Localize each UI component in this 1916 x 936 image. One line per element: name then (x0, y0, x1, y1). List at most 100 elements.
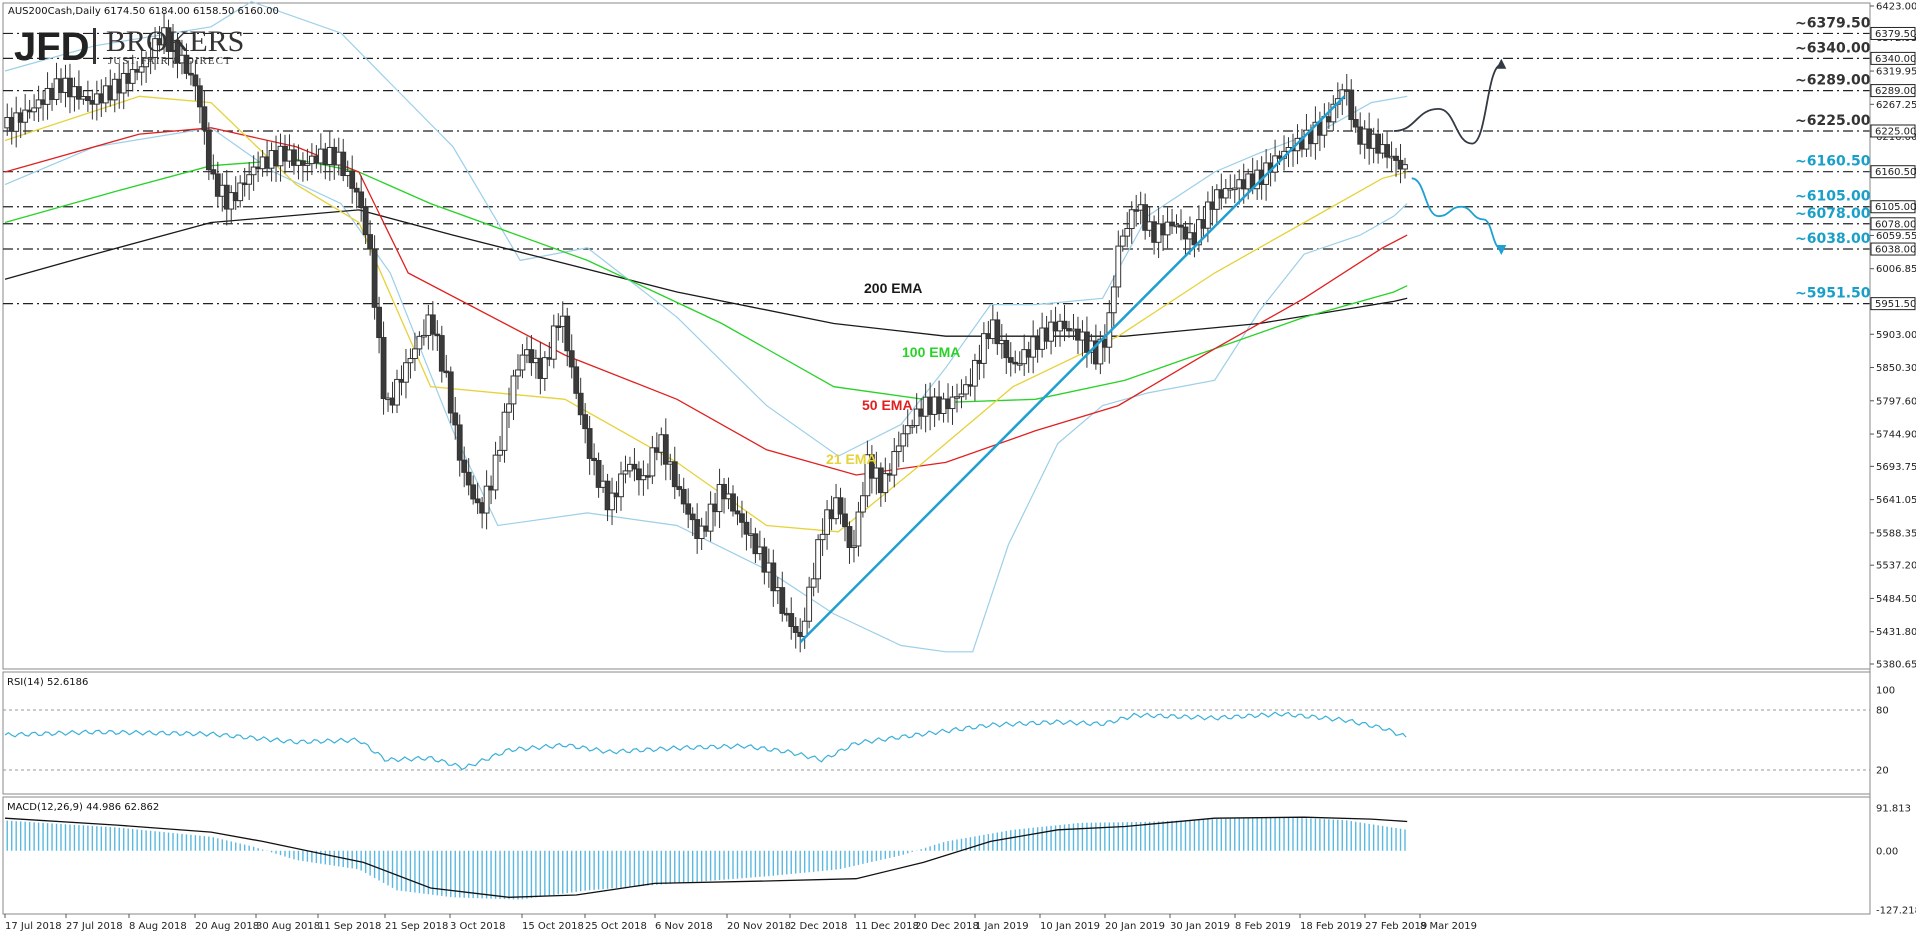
candle-body (196, 85, 203, 108)
candle-body (358, 191, 365, 209)
candle-body (497, 449, 503, 456)
level-price-tag: 6379.50 (1875, 29, 1916, 40)
date-tick-label: 27 Feb 2019 (1365, 921, 1427, 932)
ema100-label: 100 EMA (902, 344, 960, 360)
candle-body (868, 454, 875, 479)
price-tick-label: 6216.00 (1876, 132, 1916, 143)
candle-body (1375, 133, 1382, 154)
level-price-tag-box (1870, 84, 1916, 98)
date-tick-label: 3 Oct 2018 (450, 921, 505, 932)
level-price-tag: 6078.00 (1875, 219, 1916, 230)
candle-body (183, 54, 190, 74)
candle-body (250, 166, 257, 176)
candle-body (698, 525, 705, 539)
candle-body (649, 447, 656, 477)
candle-body (824, 509, 830, 535)
main-chart-panel[interactable] (2, 2, 1871, 670)
candle-body (644, 475, 651, 478)
candle-body (371, 248, 378, 308)
price-tick-label: 5744.90 (1876, 430, 1916, 441)
candle-body (1124, 228, 1131, 237)
candle-body (407, 358, 414, 364)
level-label-3: ~6225.00 (1795, 113, 1871, 129)
candle-body (340, 151, 347, 177)
date-tick-label: 21 Sep 2018 (385, 921, 448, 932)
symbol-info: AUS200Cash,Daily 6174.50 6184.00 6158.50… (8, 6, 279, 17)
level-price-tag-box (1870, 217, 1916, 231)
candle-body (851, 545, 857, 548)
candle-body (353, 187, 360, 193)
macd-label: MACD(12,26,9) 44.986 62.862 (7, 802, 159, 813)
candle-body (743, 521, 750, 535)
projection-down-arrowhead (1496, 245, 1507, 256)
candle-body (510, 375, 517, 405)
ema50-line (4, 127, 1408, 476)
price-tick-label: 6267.25 (1876, 100, 1916, 111)
candle-body (972, 359, 978, 387)
price-tick-label: 5693.75 (1876, 462, 1916, 473)
candle-body (564, 315, 571, 352)
candle-body (636, 468, 642, 481)
rsi-line (4, 711, 1407, 771)
candle-body (31, 107, 38, 113)
candle-body (770, 562, 777, 592)
candle-body (429, 314, 436, 335)
candle-body (671, 461, 678, 488)
bollinger-upper-band (4, 0, 1408, 457)
rsi-panel[interactable] (2, 671, 1871, 795)
candle-body (1222, 188, 1229, 199)
candle-body (994, 319, 1001, 345)
candle-body (1097, 338, 1104, 365)
price-tick-label: 5641.05 (1876, 495, 1916, 506)
candle-body (1393, 155, 1399, 161)
candle-body (1330, 103, 1337, 123)
candle-body (591, 457, 598, 462)
candle-body (680, 488, 687, 505)
price-tick-label: 5380.65 (1876, 660, 1916, 671)
level-label-0: ~6379.50 (1795, 15, 1871, 31)
candle-body (412, 348, 418, 360)
candle-body (707, 503, 714, 532)
candle-body (752, 533, 759, 555)
date-tick-label: 20 Aug 2018 (195, 921, 259, 932)
candle-body (237, 182, 244, 202)
candle-body (420, 334, 427, 338)
bollinger-lower-band (4, 127, 1408, 653)
date-tick-label: 20 Dec 2018 (915, 921, 979, 932)
candle-body (761, 546, 768, 573)
candle-body (1048, 321, 1054, 342)
price-tick-label: 6423.00 (1876, 2, 1916, 13)
candle-body (949, 396, 956, 410)
candle-body (837, 497, 844, 515)
candle-body (1348, 89, 1355, 121)
jfd-logo: JFD BROKERS JUST FAIR & DIRECT (14, 25, 244, 69)
candle-body (465, 471, 472, 486)
ema200-label: 200 EMA (864, 280, 922, 296)
candle-body (1012, 361, 1019, 365)
price-tick-label: 6059.55 (1876, 231, 1916, 242)
candle-body (304, 163, 311, 166)
candle-body (147, 56, 154, 60)
candle-body (138, 66, 145, 73)
projection-down-arrow (1411, 177, 1502, 250)
level-label-4: ~6160.50 (1795, 154, 1871, 170)
candle-body (779, 587, 786, 614)
date-tick-label: 17 Jul 2018 (5, 921, 62, 932)
price-tick-label: 5537.20 (1876, 561, 1916, 572)
candle-body (568, 350, 575, 368)
candle-body (416, 335, 423, 350)
candle-body (842, 513, 848, 528)
candle-body (895, 445, 902, 453)
candle-body (152, 38, 158, 58)
date-tick-label: 30 Aug 2018 (256, 921, 320, 932)
date-tick-label: 11 Dec 2018 (855, 921, 919, 932)
candle-body (192, 74, 199, 87)
macd-panel[interactable] (2, 796, 1871, 915)
macd-tick-label: -127.218 (1876, 906, 1916, 917)
candle-body (376, 306, 382, 339)
candle-body (1164, 221, 1171, 236)
logo-jfd-text: JFD (14, 25, 90, 69)
level-price-tag: 6340.00 (1875, 54, 1916, 65)
level-price-tag: 6160.50 (1875, 167, 1916, 178)
